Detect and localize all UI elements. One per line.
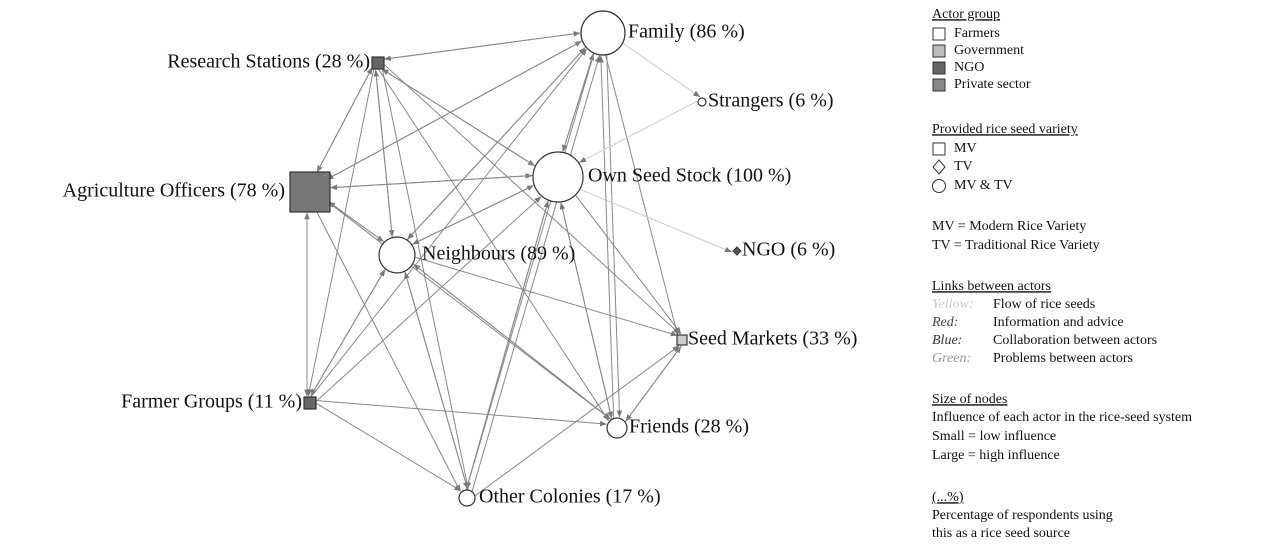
node-label: NGO (6 %) bbox=[742, 239, 835, 261]
edge bbox=[383, 32, 581, 62]
edge bbox=[378, 69, 609, 422]
edge bbox=[413, 263, 612, 420]
legend-line: this as a rice seed source bbox=[932, 526, 1070, 541]
legend-title: Provided rice seed variety bbox=[932, 122, 1078, 137]
node-square bbox=[676, 334, 688, 346]
node-diamond bbox=[732, 246, 742, 256]
link-text: Flow of rice seeds bbox=[993, 297, 1095, 312]
swatch bbox=[932, 142, 946, 156]
edge bbox=[310, 48, 587, 397]
edge bbox=[316, 399, 607, 427]
legend-title: Actor group bbox=[932, 7, 1000, 22]
legend-item: Farmers bbox=[954, 26, 1000, 41]
swatch bbox=[932, 44, 946, 58]
edge bbox=[562, 52, 595, 152]
edge bbox=[465, 200, 549, 490]
node-circle bbox=[458, 489, 476, 507]
legend-line: Influence of each actor in the rice-seed… bbox=[932, 410, 1192, 425]
legend-line: Large = high influence bbox=[932, 448, 1060, 463]
edge bbox=[559, 202, 613, 420]
legend-line: Percentage of respondents using bbox=[932, 508, 1113, 523]
node-label: Strangers (6 %) bbox=[708, 90, 834, 112]
legend-item: TV bbox=[954, 159, 973, 174]
edge bbox=[414, 256, 678, 337]
edge bbox=[625, 345, 682, 422]
node-label: Friends (28 %) bbox=[629, 416, 749, 438]
node-circle bbox=[378, 236, 416, 274]
node-circle bbox=[697, 97, 707, 107]
legend-title: Size of nodes bbox=[932, 392, 1007, 407]
node-label: Farmer Groups (11 %) bbox=[121, 391, 302, 413]
edge bbox=[404, 271, 469, 490]
edge bbox=[384, 64, 681, 335]
link-text: Collaboration between actors bbox=[993, 333, 1157, 348]
edge bbox=[606, 54, 623, 418]
edge bbox=[316, 210, 461, 492]
legend-item: Government bbox=[954, 43, 1024, 58]
edge bbox=[605, 54, 679, 336]
edge bbox=[622, 42, 701, 98]
swatch bbox=[932, 27, 946, 41]
edge bbox=[310, 269, 386, 397]
edge bbox=[316, 67, 373, 174]
swatch bbox=[932, 159, 946, 175]
link-text: Information and advice bbox=[993, 315, 1124, 330]
legend-line: Small = low influence bbox=[932, 429, 1056, 444]
nodes: Family (86 %) Research Stations (28 %) Str… bbox=[63, 10, 857, 508]
legend-title: (...%) bbox=[932, 490, 964, 505]
edge bbox=[381, 68, 470, 490]
legend-item: MV & TV bbox=[954, 178, 1013, 193]
node-label: Own Seed Stock (100 %) bbox=[588, 165, 791, 187]
node-label: Family (86 %) bbox=[628, 21, 745, 43]
edge bbox=[471, 55, 601, 492]
legend-item: MV bbox=[954, 141, 977, 156]
legend-item: NGO bbox=[954, 60, 984, 75]
edge bbox=[306, 68, 375, 397]
link-key: Yellow: bbox=[932, 297, 974, 312]
edge bbox=[316, 403, 462, 492]
edge bbox=[330, 175, 533, 191]
legend: Actor group Farmers Government NGO Priva… bbox=[931, 7, 1192, 541]
node-circle bbox=[532, 151, 584, 203]
edge bbox=[412, 184, 535, 245]
legend-item: Private sector bbox=[954, 77, 1031, 92]
link-key: Blue: bbox=[932, 333, 962, 348]
node-label: Agriculture Officers (78 %) bbox=[63, 180, 285, 202]
edge bbox=[598, 55, 615, 419]
node-label: Neighbours (89 %) bbox=[422, 243, 575, 265]
edge bbox=[373, 69, 393, 238]
edge bbox=[407, 46, 587, 240]
node-square bbox=[303, 396, 317, 410]
node-circle bbox=[580, 10, 626, 56]
legend-title: Links between actors bbox=[932, 279, 1051, 294]
abbreviation: MV = Modern Rice Variety bbox=[932, 219, 1086, 234]
edge bbox=[326, 40, 583, 180]
edge bbox=[327, 201, 611, 420]
edge bbox=[579, 188, 732, 253]
link-key: Red: bbox=[931, 315, 958, 330]
node-square bbox=[371, 56, 385, 70]
edge bbox=[328, 201, 385, 243]
edge bbox=[579, 100, 698, 163]
node-label: Other Colonies (17 %) bbox=[479, 486, 661, 508]
edge bbox=[316, 196, 542, 402]
link-key: Green: bbox=[932, 351, 971, 366]
swatch bbox=[932, 78, 946, 92]
edge bbox=[465, 53, 595, 490]
swatch bbox=[932, 179, 946, 193]
swatch bbox=[932, 61, 946, 75]
edge bbox=[474, 345, 680, 497]
node-label: Seed Markets (33 %) bbox=[688, 328, 857, 350]
edges bbox=[304, 31, 732, 497]
abbreviation: TV = Traditional Rice Variety bbox=[932, 238, 1100, 253]
link-text: Problems between actors bbox=[993, 351, 1133, 366]
node-square bbox=[289, 171, 331, 213]
edge bbox=[575, 194, 682, 334]
node-circle bbox=[606, 417, 628, 439]
node-label: Research Stations (28 %) bbox=[167, 51, 370, 73]
